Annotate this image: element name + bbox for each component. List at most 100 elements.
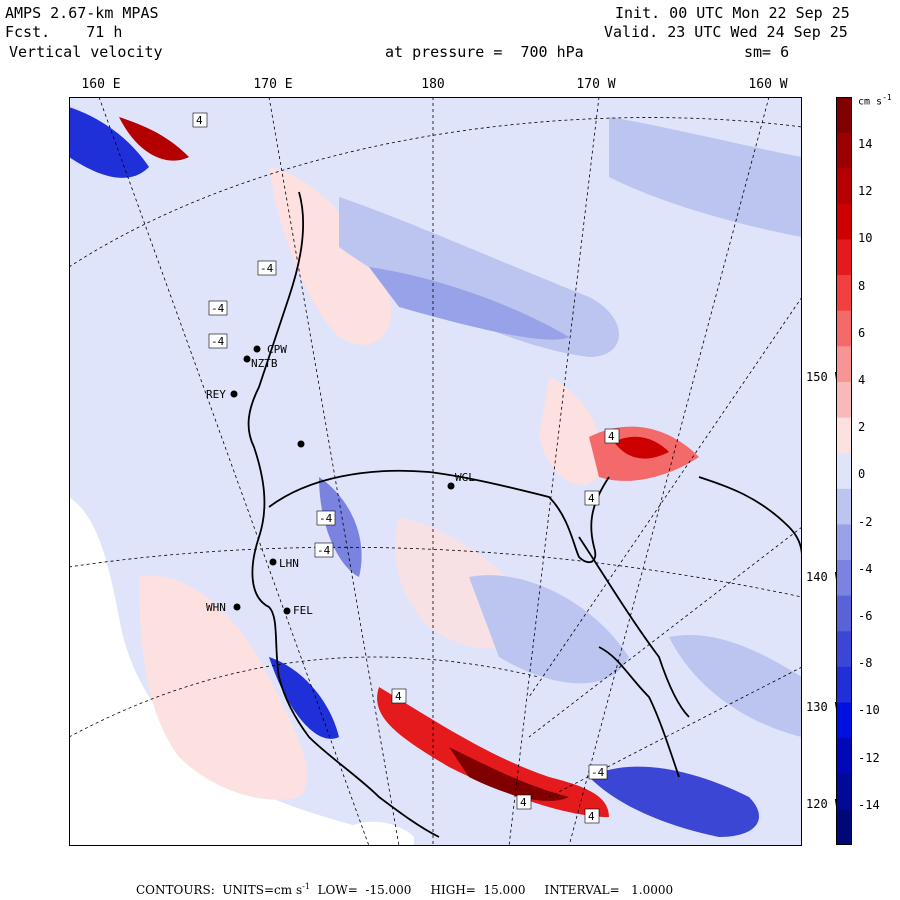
pressure-level: at pressure = 700 hPa xyxy=(385,43,584,61)
colorbar-tick-label: 0 xyxy=(858,467,866,482)
contour-label-box xyxy=(584,490,600,506)
contour-label: -4 xyxy=(211,335,225,348)
colorbar-segment xyxy=(836,239,852,276)
colorbar-frame xyxy=(836,97,852,845)
station-fel-dot xyxy=(283,607,291,615)
meridian-150w xyxy=(528,296,802,698)
coastal-ascent xyxy=(449,747,569,801)
colorbar-segment xyxy=(836,132,852,169)
contour-label: 4 xyxy=(588,492,595,505)
interval-value: INTERVAL= 1.0000 xyxy=(544,883,674,897)
contour-label-box xyxy=(208,300,228,316)
weak-upward-area xyxy=(139,575,308,800)
colorbar xyxy=(836,97,852,845)
colorbar-segment xyxy=(836,595,852,632)
contour-label-box xyxy=(604,428,620,444)
colorbar-segment xyxy=(836,203,852,240)
contour-label: 4 xyxy=(196,114,203,127)
coastal-descent xyxy=(69,107,149,178)
coastline-east xyxy=(698,476,802,558)
contour-label: -4 xyxy=(260,262,274,275)
colorbar-segment xyxy=(836,702,852,739)
contour-label-box xyxy=(192,112,208,128)
downward-band xyxy=(609,117,802,237)
downward-band xyxy=(319,477,362,577)
init-time: Init. 00 UTC Mon 22 Sep 25 xyxy=(615,4,850,22)
parallel-arc xyxy=(69,546,802,598)
no-data-patch xyxy=(344,821,414,846)
parallel-arc xyxy=(69,117,802,268)
colorbar-segment xyxy=(836,275,852,312)
station-cpw-dot xyxy=(253,345,261,353)
colorbar-units: cm s-1 xyxy=(858,93,892,107)
coastal-descent xyxy=(269,657,339,739)
lon-label-180: 180 xyxy=(421,77,445,92)
contour-label: 4 xyxy=(588,810,595,823)
station-label-lhn: LHN xyxy=(279,557,299,570)
parallel-arc xyxy=(69,656,540,738)
contour-label: -4 xyxy=(317,544,331,557)
colorbar-tick-label: -12 xyxy=(858,750,880,765)
station-lhn-dot xyxy=(269,558,277,566)
colorbar-segment xyxy=(836,809,852,845)
station-extra-dot xyxy=(297,440,305,448)
coastal-ascent xyxy=(119,117,189,161)
colorbar-tick-label: -4 xyxy=(858,561,873,576)
colorbar-segment xyxy=(836,417,852,454)
units-label: UNITS=cm s xyxy=(222,883,303,897)
lat-label-150w: 150 W xyxy=(806,370,843,384)
station-label-whn: WHN xyxy=(206,601,226,614)
station-label-wgl: WGL xyxy=(455,471,475,484)
colorbar-tick-label: -8 xyxy=(858,656,873,671)
colorbar-segment xyxy=(836,453,852,490)
colorbar-segment xyxy=(836,773,852,810)
colorbar-tick-label: 2 xyxy=(858,420,866,435)
lon-label-160w: 160 W xyxy=(748,77,788,92)
colorbar-tick-label: 4 xyxy=(858,373,866,387)
contour-label: -4 xyxy=(591,766,605,779)
colorbar-segment xyxy=(836,310,852,347)
field-name: Vertical velocity xyxy=(9,43,163,61)
colorbar-segment xyxy=(836,631,852,668)
forecast-value: 71 h xyxy=(86,23,123,41)
lon-label-170w: 170 W xyxy=(576,77,616,92)
coastline xyxy=(247,191,802,838)
colorbar-tick-label: 6 xyxy=(858,325,866,340)
meridian-170e xyxy=(268,97,400,846)
contour-label-box xyxy=(316,510,336,526)
colorbar-segment xyxy=(836,560,852,597)
lat-label-130w: 130 W xyxy=(806,700,843,714)
colorbar-segment xyxy=(836,666,852,704)
meridian-160e xyxy=(98,97,370,846)
contour-label: -4 xyxy=(319,512,333,525)
ice-shelf-region xyxy=(69,497,399,846)
stations xyxy=(230,345,455,615)
station-labels: CPW NZTB REY WGL LHN WHN FEL xyxy=(206,343,475,617)
valid-time: Valid. 23 UTC Wed 24 Sep 25 xyxy=(604,23,848,41)
colorbar-tick-label: -14 xyxy=(858,797,880,812)
station-label-cpw: CPW xyxy=(267,343,287,356)
station-whn-dot xyxy=(233,603,241,611)
units-exp: -1 xyxy=(302,882,310,891)
colorbar-units-text: cm s xyxy=(858,96,883,108)
colorbar-units-exp: -1 xyxy=(882,93,892,102)
colorbar-tick-label: 10 xyxy=(858,231,873,246)
station-nztb-dot xyxy=(243,355,251,363)
coastline-marie-byrd xyxy=(578,536,690,718)
contour-label-box xyxy=(584,808,600,824)
contour-label: 4 xyxy=(608,430,615,443)
colorbar-tick-label: -10 xyxy=(858,703,880,718)
colorbar-segment xyxy=(836,524,852,561)
colorbar-segment xyxy=(836,168,852,205)
downward-band xyxy=(369,267,569,340)
coastal-descent xyxy=(589,766,759,837)
coastline-ross-ice-shelf xyxy=(268,469,610,564)
colorbar-segment xyxy=(836,488,852,525)
colorbar-segment xyxy=(836,381,852,419)
lat-label-120w: 120 W xyxy=(806,797,843,811)
station-rey-dot xyxy=(230,390,238,398)
coastal-ascent xyxy=(377,687,609,817)
contour-label-box xyxy=(208,333,228,349)
colorbar-tick-label: -6 xyxy=(858,609,873,623)
contour-label-box xyxy=(391,688,407,704)
